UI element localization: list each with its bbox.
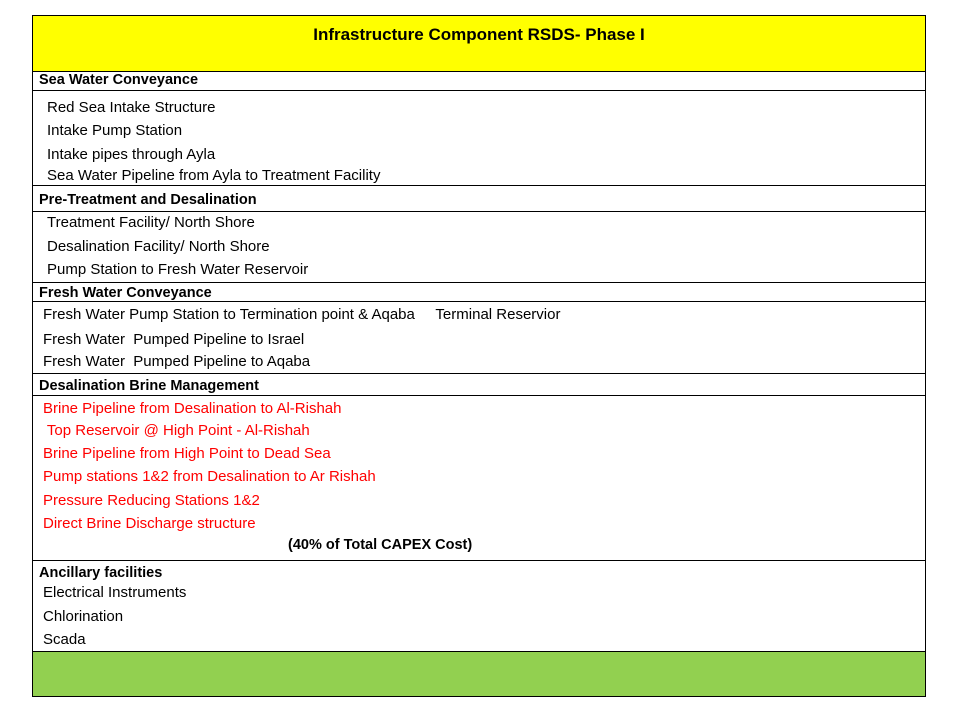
capex-note: (40% of Total CAPEX Cost) <box>288 537 473 553</box>
list-item: Top Reservoir @ High Point - Al-Rishah <box>43 422 310 439</box>
list-item: Fresh Water Pump Station to Termination … <box>43 306 561 323</box>
section-items-pretreatment: Treatment Facility/ North Shore Desalina… <box>33 212 925 283</box>
table-title: Infrastructure Component RSDS- Phase I <box>33 16 925 72</box>
section-header-ancillary: Ancillary facilities <box>33 561 925 581</box>
list-item: Brine Pipeline from Desalination to Al-R… <box>43 400 342 417</box>
section-header-label: Fresh Water Conveyance <box>39 285 212 301</box>
section-header-sea-water: Sea Water Conveyance <box>33 72 925 91</box>
section-header-label: Pre-Treatment and Desalination <box>39 192 257 208</box>
section-header-pretreatment: Pre-Treatment and Desalination <box>33 186 925 212</box>
list-item: Desalination Facility/ North Shore <box>47 238 270 255</box>
list-item: Fresh Water Pumped Pipeline to Israel <box>43 331 305 348</box>
list-item: Sea Water Pipeline from Ayla to Treatmen… <box>47 167 381 184</box>
list-item: Intake Pump Station <box>47 122 183 139</box>
infrastructure-table: Infrastructure Component RSDS- Phase I S… <box>32 15 926 697</box>
list-item: Scada <box>43 631 86 648</box>
list-item: Direct Brine Discharge structure <box>43 515 256 532</box>
list-item: Electrical Instruments <box>43 584 187 601</box>
list-item: Chlorination <box>43 608 124 625</box>
list-item: Brine Pipeline from High Point to Dead S… <box>43 445 331 462</box>
section-header-label: Ancillary facilities <box>39 565 163 581</box>
section-header-label: Sea Water Conveyance <box>39 72 199 88</box>
section-items-brine: Brine Pipeline from Desalination to Al-R… <box>33 396 925 561</box>
list-item: Intake pipes through Ayla <box>47 146 216 163</box>
section-items-sea-water: Red Sea Intake Structure Intake Pump Sta… <box>33 91 925 186</box>
list-item: Fresh Water Pumped Pipeline to Aqaba <box>43 353 311 370</box>
section-items-ancillary: Electrical Instruments Chlorination Scad… <box>33 581 925 651</box>
list-item: Red Sea Intake Structure <box>47 99 216 116</box>
footer-band <box>33 651 925 696</box>
list-item: Pump Station to Fresh Water Reservoir <box>47 261 309 278</box>
section-header-fresh-water: Fresh Water Conveyance <box>33 283 925 302</box>
list-item: Treatment Facility/ North Shore <box>47 214 255 231</box>
section-items-fresh-water: Fresh Water Pump Station to Termination … <box>33 302 925 374</box>
section-header-label: Desalination Brine Management <box>39 378 259 394</box>
list-item: Pump stations 1&2 from Desalination to A… <box>43 468 376 485</box>
list-item: Pressure Reducing Stations 1&2 <box>43 492 260 509</box>
section-header-brine: Desalination Brine Management <box>33 374 925 396</box>
